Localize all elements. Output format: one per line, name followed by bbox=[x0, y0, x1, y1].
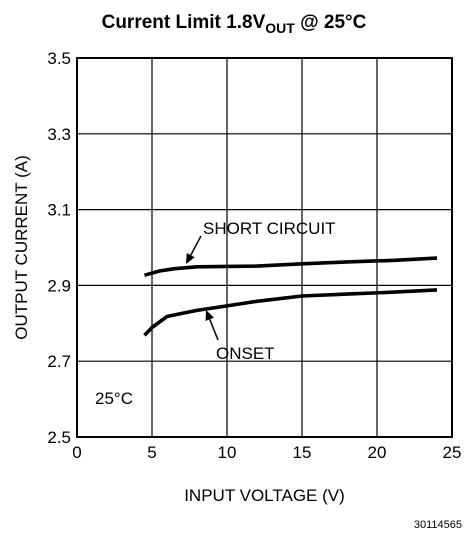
temperature-label: 25°C bbox=[95, 389, 133, 408]
x-tick-label: 15 bbox=[293, 443, 312, 462]
y-tick-label: 3.3 bbox=[47, 125, 71, 144]
plot-frame bbox=[76, 57, 453, 438]
y-axis-label: OUTPUT CURRENT (A) bbox=[12, 155, 31, 340]
chart-title-subscript: OUT bbox=[265, 20, 295, 36]
short-circuit-annotation-arrowhead bbox=[186, 253, 195, 264]
y-tick-label: 2.9 bbox=[47, 276, 71, 295]
short-circuit-line bbox=[144, 256, 438, 277]
figure-id: 30114565 bbox=[414, 519, 462, 531]
x-tick-labels: 0 5 10 15 20 25 bbox=[72, 443, 461, 462]
y-tick-labels: 2.5 2.7 2.9 3.1 3.3 3.5 bbox=[47, 49, 71, 447]
x-tick-label: 10 bbox=[218, 443, 237, 462]
x-tick-label: 25 bbox=[443, 443, 462, 462]
short-circuit-annotation-leader bbox=[190, 235, 202, 256]
chart-title-prefix: Current Limit 1.8V bbox=[102, 12, 266, 33]
annotations: SHORT CIRCUIT ONSET 25°C bbox=[95, 219, 336, 408]
chart-title-suffix: @ 25°C bbox=[295, 12, 367, 33]
grid bbox=[77, 58, 452, 437]
y-tick-label: 3.1 bbox=[47, 201, 71, 220]
y-tick-label: 2.7 bbox=[47, 352, 71, 371]
onset-line bbox=[143, 288, 438, 337]
chart-title: Current Limit 1.8VOUT @ 25°C bbox=[102, 12, 367, 36]
series-lines bbox=[143, 256, 438, 337]
x-tick-label: 5 bbox=[147, 443, 156, 462]
onset-annotation-label: ONSET bbox=[216, 344, 275, 363]
y-tick-label: 2.5 bbox=[47, 428, 71, 447]
x-tick-label: 20 bbox=[368, 443, 387, 462]
onset-annotation-arrowhead bbox=[205, 310, 214, 321]
x-tick-label: 0 bbox=[72, 443, 81, 462]
short-circuit-annotation-label: SHORT CIRCUIT bbox=[203, 219, 336, 238]
y-tick-label: 3.5 bbox=[47, 49, 71, 68]
x-axis-label: INPUT VOLTAGE (V) bbox=[184, 486, 345, 505]
onset-annotation-leader bbox=[209, 319, 219, 341]
